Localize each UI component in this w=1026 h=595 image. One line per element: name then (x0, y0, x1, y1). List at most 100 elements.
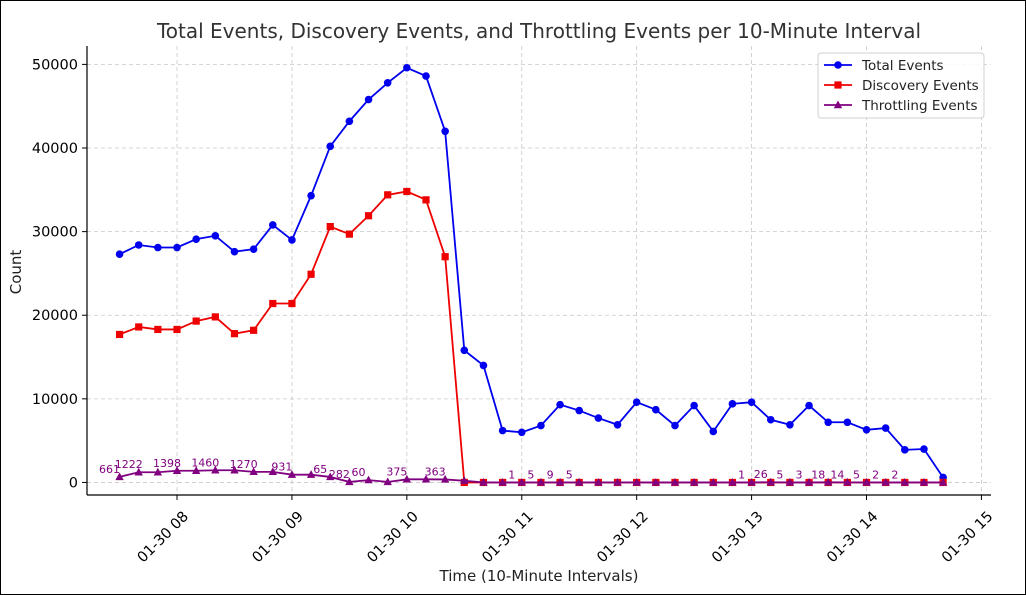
y-tick-label: 0 (69, 475, 78, 491)
data-label: 5 (853, 468, 860, 481)
data-point (805, 401, 813, 410)
legend-label: Total Events (861, 58, 944, 74)
data-point (134, 241, 143, 249)
data-point (843, 477, 852, 486)
data-point (747, 398, 756, 406)
data-point (249, 467, 258, 476)
data-point (172, 466, 182, 474)
data-point (154, 243, 162, 252)
data-point (938, 477, 948, 486)
data-point (192, 317, 200, 325)
data-point (364, 95, 373, 104)
series-throttling-events (115, 465, 948, 486)
data-point (173, 243, 181, 252)
data-point (786, 420, 794, 429)
data-point (307, 191, 315, 200)
data-point (594, 477, 603, 486)
data-point (287, 470, 297, 478)
data-label: 363 (425, 465, 446, 478)
data-label: 1 (738, 468, 745, 481)
data-point (345, 230, 353, 238)
data-label: 1460 (191, 456, 219, 469)
x-tick-label: 01-30 15 (939, 509, 996, 566)
data-point (920, 445, 928, 453)
data-label: 1398 (153, 457, 181, 470)
data-point (613, 477, 622, 486)
data-label: 5 (776, 468, 783, 481)
data-point (709, 477, 718, 486)
y-tick-label: 20000 (32, 308, 78, 324)
data-point (211, 465, 220, 474)
data-point (862, 477, 871, 486)
data-label: 2 (891, 468, 898, 481)
data-point (728, 400, 737, 408)
data-label: 18 (811, 468, 825, 481)
y-tick-label: 30000 (32, 225, 78, 241)
data-label: 1 (508, 468, 515, 481)
data-label: 2 (872, 468, 879, 481)
data-point (901, 446, 909, 454)
legend-label: Discovery Events (862, 78, 979, 94)
data-point (900, 477, 910, 486)
legend-box (817, 52, 985, 119)
data-point (441, 127, 449, 136)
data-point (288, 299, 296, 308)
data-point (441, 253, 449, 261)
data-point (498, 477, 507, 486)
data-point (766, 477, 775, 486)
data-point (556, 400, 564, 409)
data-label: 375 (386, 465, 407, 478)
series-line (119, 469, 944, 484)
y-tick-label: 10000 (32, 392, 78, 408)
data-label: 9 (547, 468, 554, 481)
x-tick-label: 01-30 13 (709, 509, 766, 566)
data-point (824, 477, 833, 486)
data-point (422, 196, 430, 204)
data-point (326, 142, 335, 151)
data-point (230, 247, 239, 256)
data-label: 5 (527, 468, 534, 481)
data-point (364, 475, 373, 484)
data-point (747, 477, 756, 486)
data-point (421, 474, 431, 483)
data-point (173, 325, 181, 334)
axes: 0 10000 20000 30000 40000 50000 01-30 08 01-30 … (32, 46, 996, 566)
data-point (575, 406, 584, 415)
legend-marker (833, 100, 843, 109)
y-tick-label: 50000 (32, 57, 78, 73)
data-point (115, 250, 124, 258)
data-point (288, 236, 296, 244)
x-tick-label: 01-30 09 (250, 509, 307, 566)
series-line (119, 190, 944, 484)
data-point (517, 477, 526, 486)
data-label: 60 (352, 466, 366, 479)
data-point (689, 477, 699, 486)
data-point (440, 474, 450, 483)
data-label: 5 (566, 468, 573, 481)
data-point (498, 426, 507, 435)
data-point (268, 467, 277, 476)
data-point (824, 418, 833, 427)
data-point (345, 477, 354, 486)
legend-label: Throttling Events (861, 98, 978, 114)
data-point (403, 187, 411, 196)
x-tick-label: 01-30 10 (364, 509, 421, 566)
data-point (517, 428, 526, 437)
data-point (211, 232, 220, 240)
data-label: 26 (754, 468, 768, 481)
data-point (881, 477, 890, 486)
data-point (728, 477, 737, 486)
data-point (115, 472, 124, 481)
x-tick-label: 01-30 08 (135, 509, 192, 566)
legend-marker (834, 81, 842, 89)
data-point (306, 470, 316, 478)
data-point (881, 424, 890, 432)
data-label: 65 (313, 463, 327, 476)
data-point (422, 72, 430, 80)
data-point (326, 472, 335, 481)
data-point (192, 235, 200, 243)
data-point (785, 477, 795, 486)
data-point (364, 212, 373, 220)
data-point (230, 330, 239, 338)
